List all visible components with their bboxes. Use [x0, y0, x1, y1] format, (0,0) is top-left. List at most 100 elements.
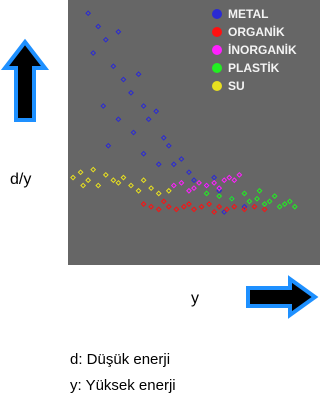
- scatter-point: [140, 150, 147, 157]
- scatter-point: [178, 179, 185, 186]
- plot-area: [68, 0, 320, 265]
- scatter-point: [95, 23, 102, 30]
- scatter-point: [203, 190, 210, 197]
- scatter-point: [226, 174, 233, 181]
- scatter-point: [95, 182, 102, 189]
- scatter-point: [173, 206, 180, 213]
- scatter-point: [281, 201, 288, 207]
- caption: y: Yüksek enerji: [70, 377, 176, 394]
- scatter-point: [90, 50, 97, 56]
- legend-label: ORGANİK: [228, 24, 285, 39]
- scatter-point: [186, 187, 192, 194]
- scatter-point: [191, 185, 197, 192]
- scatter-point: [256, 187, 263, 194]
- scatter-point: [271, 193, 278, 200]
- scatter-point: [286, 198, 293, 205]
- scatter-point: [241, 203, 248, 210]
- right-arrow: [246, 275, 319, 319]
- scatter-point: [102, 36, 109, 43]
- scatter-point: [130, 129, 137, 136]
- scatter-point: [221, 209, 228, 215]
- scatter-point: [85, 177, 92, 184]
- scatter-point: [196, 179, 202, 186]
- caption: d: Düşük enerji: [70, 351, 170, 368]
- scatter-point: [155, 190, 162, 197]
- scatter-point: [170, 161, 177, 168]
- scatter-point: [231, 177, 238, 184]
- scatter-point: [291, 203, 298, 210]
- legend-marker: [212, 9, 222, 19]
- scatter-point: [165, 187, 172, 194]
- scatter-point: [191, 177, 197, 184]
- scatter-point: [261, 201, 268, 207]
- scatter-point: [140, 201, 147, 207]
- scatter-point: [276, 203, 283, 210]
- scatter-point: [135, 187, 142, 194]
- scatter-point: [120, 76, 127, 83]
- scatter-point: [236, 171, 243, 178]
- scatter-point: [241, 190, 248, 197]
- scatter-point: [115, 28, 122, 35]
- scatter-point: [216, 193, 223, 200]
- scatter-point: [266, 198, 273, 205]
- scatter-point: [181, 203, 187, 210]
- legend-label: METAL: [228, 7, 268, 21]
- scatter-point: [211, 209, 218, 215]
- scatter-point: [165, 142, 172, 149]
- scatter-point: [128, 89, 134, 96]
- scatter-point: [191, 206, 197, 213]
- y-axis-label: d/y: [10, 171, 31, 188]
- scatter-point: [170, 182, 177, 189]
- scatter-point: [110, 177, 117, 184]
- scatter-point: [223, 206, 230, 213]
- scatter-point: [145, 116, 152, 123]
- scatter-point: [241, 206, 248, 213]
- scatter-point: [186, 201, 192, 207]
- scatter-point: [160, 134, 167, 141]
- scatter-point: [70, 174, 76, 181]
- scatter-point: [160, 198, 167, 205]
- legend-marker: [212, 81, 222, 91]
- legend-marker: [212, 27, 222, 37]
- x-axis-label: y: [191, 290, 199, 307]
- scatter-point: [90, 166, 97, 173]
- scatter-point: [231, 203, 238, 210]
- scatter-point: [155, 206, 162, 213]
- up-arrow: [0, 38, 50, 122]
- scatter-point: [206, 201, 213, 207]
- scatter-point: [140, 177, 147, 184]
- scatter-point: [148, 185, 155, 192]
- scatter-point: [251, 203, 258, 210]
- scatter-point: [115, 116, 122, 123]
- scatter-point: [186, 169, 192, 176]
- scatter-point: [228, 195, 235, 202]
- legend-marker: [212, 45, 222, 55]
- scatter-point: [211, 179, 218, 186]
- scatter-point: [211, 174, 218, 181]
- legend-label: SU: [228, 79, 245, 93]
- scatter-point: [80, 182, 87, 189]
- scatter-point: [216, 203, 223, 210]
- scatter-point: [155, 161, 162, 168]
- scatter-point: [77, 169, 84, 176]
- scatter-point: [216, 187, 223, 194]
- scatter-point: [178, 156, 185, 162]
- scatter-point: [203, 182, 210, 189]
- scatter-point: [246, 198, 253, 205]
- legend-label: İNORGANİK: [228, 42, 297, 57]
- scatter-point: [165, 203, 172, 210]
- scatter-point: [140, 103, 147, 109]
- scatter-point: [115, 179, 122, 186]
- scatter-point: [102, 171, 109, 178]
- scatter-point: [135, 71, 142, 78]
- scatter-point: [100, 103, 107, 109]
- legend-marker: [212, 63, 222, 73]
- scatter-point: [198, 203, 205, 210]
- scatter-point: [85, 10, 92, 17]
- scatter-point: [105, 142, 112, 149]
- scatter-point: [128, 182, 134, 189]
- scatter-point: [254, 195, 260, 202]
- legend-label: PLASTİK: [228, 60, 280, 75]
